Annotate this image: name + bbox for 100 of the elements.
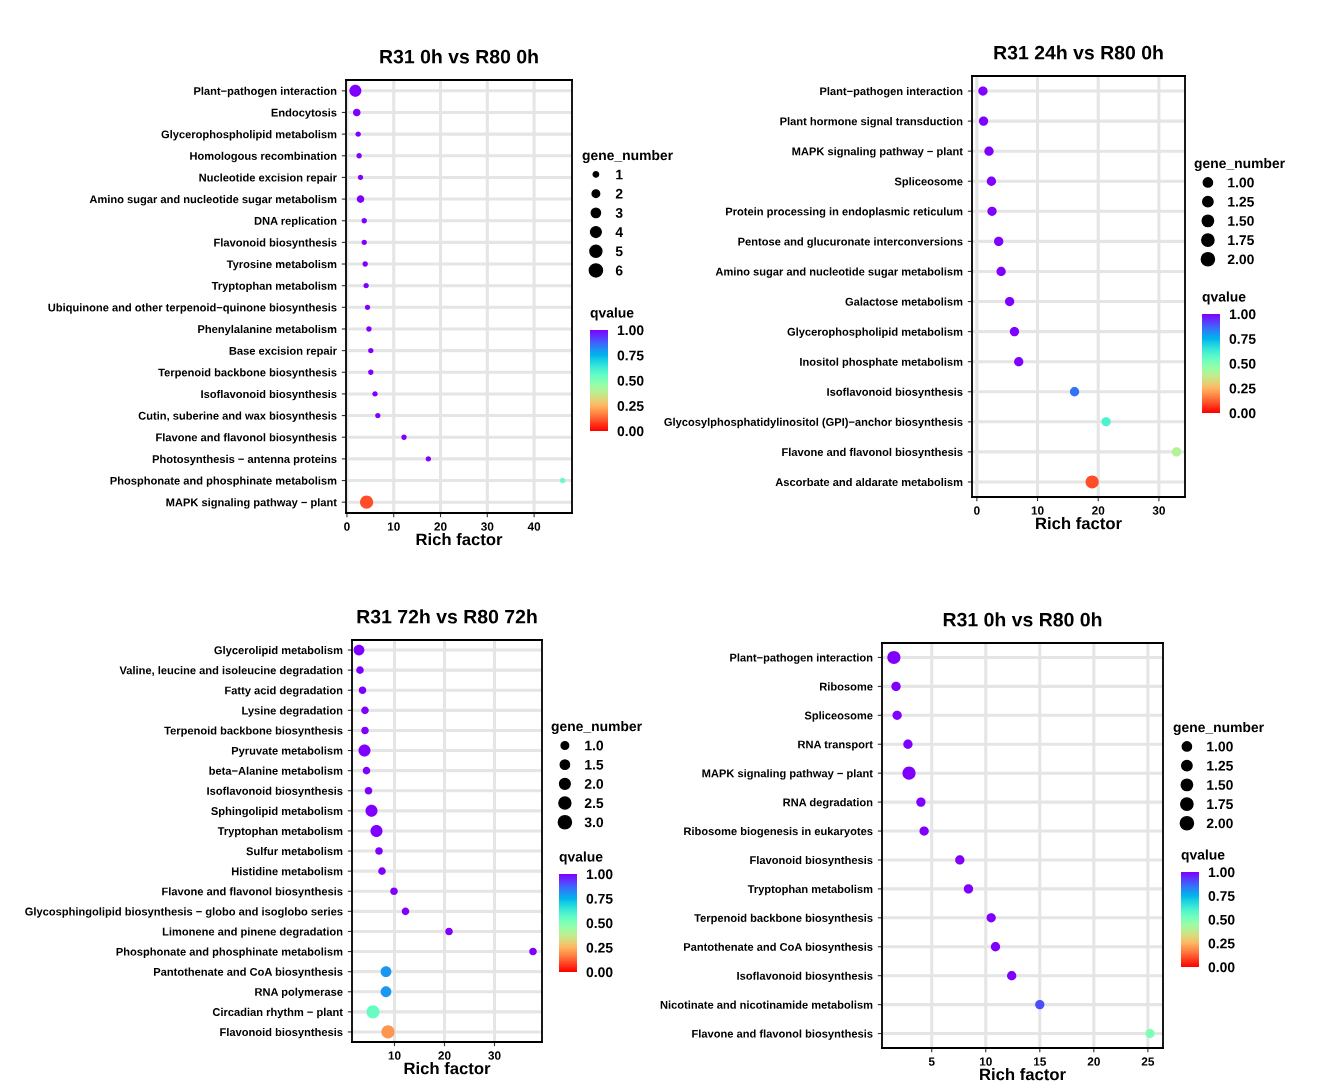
color-bar-label: 0.25 xyxy=(586,942,613,953)
y-tick-label: DNA replication xyxy=(254,216,337,228)
y-tick-label: Circadian rhythm − plant xyxy=(212,1007,343,1019)
y-tick-label: Glycerophospholipid metabolism xyxy=(787,327,963,338)
x-tick-label: 10 xyxy=(1031,506,1044,515)
color-bar-label: 0.75 xyxy=(1208,891,1235,901)
x-axis-title: Rich factor xyxy=(404,1062,491,1075)
y-tick-label: Ubiquinone and other terpenoid−quinone biosynthesis xyxy=(48,303,337,314)
chart-title: R31 0h vs R80 0h xyxy=(380,49,538,64)
y-tick-label: Spliceosome xyxy=(804,711,873,722)
x-tick-label: 30 xyxy=(1152,506,1165,515)
y-tick-label: Flavonoid biosynthesis xyxy=(750,855,873,867)
legend-label: 1.25 xyxy=(1228,196,1254,207)
y-tick-label: Flavone and flavonol biosynthesis xyxy=(162,887,343,898)
y-tick-label: Terpenoid backbone biosynthesis xyxy=(158,368,337,379)
legend-label: 1.00 xyxy=(1228,177,1254,188)
y-tick-label: Phosphonate and phosphinate metabolism xyxy=(116,947,343,958)
y-tick-label: Sphingolipid metabolism xyxy=(211,806,343,818)
y-tick-label: Glycerophospholipid metabolism xyxy=(161,130,337,141)
y-tick-label: Ascorbate and aldarate metabolism xyxy=(775,477,963,487)
legend-title: gene_number xyxy=(1173,722,1264,736)
legend-label: 2.5 xyxy=(584,798,604,809)
y-tick-label: Pentose and glucuronate interconversions xyxy=(738,237,963,248)
x-tick-label: 0 xyxy=(974,506,980,515)
x-tick-label: 15 xyxy=(1033,1057,1047,1066)
color-bar-label: 1.00 xyxy=(1208,867,1235,878)
legend-label: 2.00 xyxy=(1227,254,1254,265)
y-tick-label: Inositol phosphate metabolism xyxy=(800,357,963,369)
color-bar-label: 0.75 xyxy=(1229,334,1256,344)
legend-label: 2 xyxy=(615,188,623,199)
y-tick-label: Nucleotide excision repair xyxy=(199,173,337,184)
x-axis-title: Rich factor xyxy=(1036,517,1122,530)
color-bar-label: 0.25 xyxy=(617,401,644,411)
legend-label: 5 xyxy=(615,246,623,257)
color-bar-label: 1.00 xyxy=(617,325,644,336)
legend-label: 1.00 xyxy=(1207,741,1233,752)
y-tick-label: Pantothenate and CoA biosynthesis xyxy=(154,967,343,978)
y-tick-label: Tryptophan metabolism xyxy=(217,826,343,838)
y-tick-label: RNA transport xyxy=(798,740,873,751)
y-tick-label: Galactose metabolism xyxy=(845,297,963,306)
color-bar-title: qvalue xyxy=(1202,291,1246,305)
y-tick-label: Plant−pathogen interaction xyxy=(730,653,873,664)
y-tick-label: Glycerolipid metabolism xyxy=(214,646,343,657)
y-tick-label: Amino sugar and nucleotide sugar metabolism xyxy=(715,267,963,278)
x-tick-label: 10 xyxy=(979,1057,992,1066)
color-bar-label: 0.00 xyxy=(586,967,613,978)
y-tick-label: Terpenoid backbone biosynthesis xyxy=(694,913,873,925)
y-tick-label: Ribosome biogenesis in eukaryotes xyxy=(684,827,873,838)
x-tick-label: 20 xyxy=(1087,1057,1100,1066)
color-bar-title: qvalue xyxy=(1181,849,1225,863)
legend-label: 1.50 xyxy=(1207,780,1233,790)
legend-label: 6 xyxy=(615,265,623,276)
x-tick-label: 40 xyxy=(527,522,541,531)
legend-title: gene_number xyxy=(551,721,642,735)
x-tick-label: 10 xyxy=(388,1051,401,1060)
y-tick-label: Fatty acid degradation xyxy=(225,686,343,697)
y-tick-label: beta−Alanine metabolism xyxy=(209,766,343,775)
y-tick-label: Phenylalanine metabolism xyxy=(198,324,337,336)
y-tick-label: Isoflavonoid biosynthesis xyxy=(827,387,963,399)
y-tick-label: Tryptophan metabolism xyxy=(747,884,873,896)
legend-label: 1.50 xyxy=(1228,216,1254,226)
y-tick-label: Plant hormone signal transduction xyxy=(780,117,963,128)
color-bar-title: qvalue xyxy=(590,307,634,321)
y-tick-label: Limonene and pinene degradation xyxy=(162,927,343,938)
chart-title: R31 24h vs R80 0h xyxy=(994,45,1163,60)
y-tick-label: Pyruvate metabolism xyxy=(231,746,343,757)
y-tick-label: Flavonoid biosynthesis xyxy=(220,1027,343,1039)
color-bar-label: 0.00 xyxy=(617,426,644,437)
color-bar-title: qvalue xyxy=(559,851,603,865)
x-tick-label: 10 xyxy=(387,522,400,531)
legend-label: 1.25 xyxy=(1207,760,1233,771)
y-tick-label: Amino sugar and nucleotide sugar metabolism xyxy=(89,195,337,206)
y-tick-label: Flavone and flavonol biosynthesis xyxy=(782,447,963,459)
y-tick-label: Phosphonate and phosphinate metabolism xyxy=(110,476,337,487)
legend-label: 1 xyxy=(616,169,623,180)
color-bar-label: 0.25 xyxy=(1208,938,1235,949)
x-tick-label: 30 xyxy=(481,522,494,531)
y-tick-label: Glycosylphosphatidylinositol (GPI)−anchor biosynthesis xyxy=(664,417,963,429)
x-tick-label: 20 xyxy=(1092,506,1105,515)
y-tick-label: Homologous recombination xyxy=(190,151,337,163)
x-tick-label: 5 xyxy=(928,1057,935,1066)
y-tick-label: Base excision repair xyxy=(229,346,337,357)
y-tick-label: Cutin, suberine and wax biosynthesis xyxy=(138,411,337,422)
y-tick-label: RNA polymerase xyxy=(255,987,343,999)
y-tick-label: Histidine metabolism xyxy=(231,867,343,876)
y-tick-label: Isoflavonoid biosynthesis xyxy=(737,971,873,983)
y-tick-label: Plant−pathogen interaction xyxy=(820,87,963,98)
color-bar-label: 0.75 xyxy=(586,893,613,904)
color-bar-label: 0.50 xyxy=(1208,914,1235,925)
y-tick-label: Tryptophan metabolism xyxy=(211,281,337,293)
color-bar-label: 0.00 xyxy=(1208,962,1235,973)
y-tick-label: MAPK signaling pathway − plant xyxy=(792,147,963,158)
color-bar-label: 1.00 xyxy=(1229,309,1256,320)
color-bar-label: 1.00 xyxy=(586,869,613,880)
color-bar-label: 0.50 xyxy=(1229,358,1256,369)
y-tick-label: Terpenoid backbone biosynthesis xyxy=(164,726,343,737)
y-tick-label: Protein processing in endoplasmic reticulum xyxy=(726,207,963,218)
y-tick-label: Nicotinate and nicotinamide metabolism xyxy=(660,1000,873,1009)
legend-title: gene_number xyxy=(582,150,673,164)
color-bar-label: 0.75 xyxy=(617,350,644,361)
